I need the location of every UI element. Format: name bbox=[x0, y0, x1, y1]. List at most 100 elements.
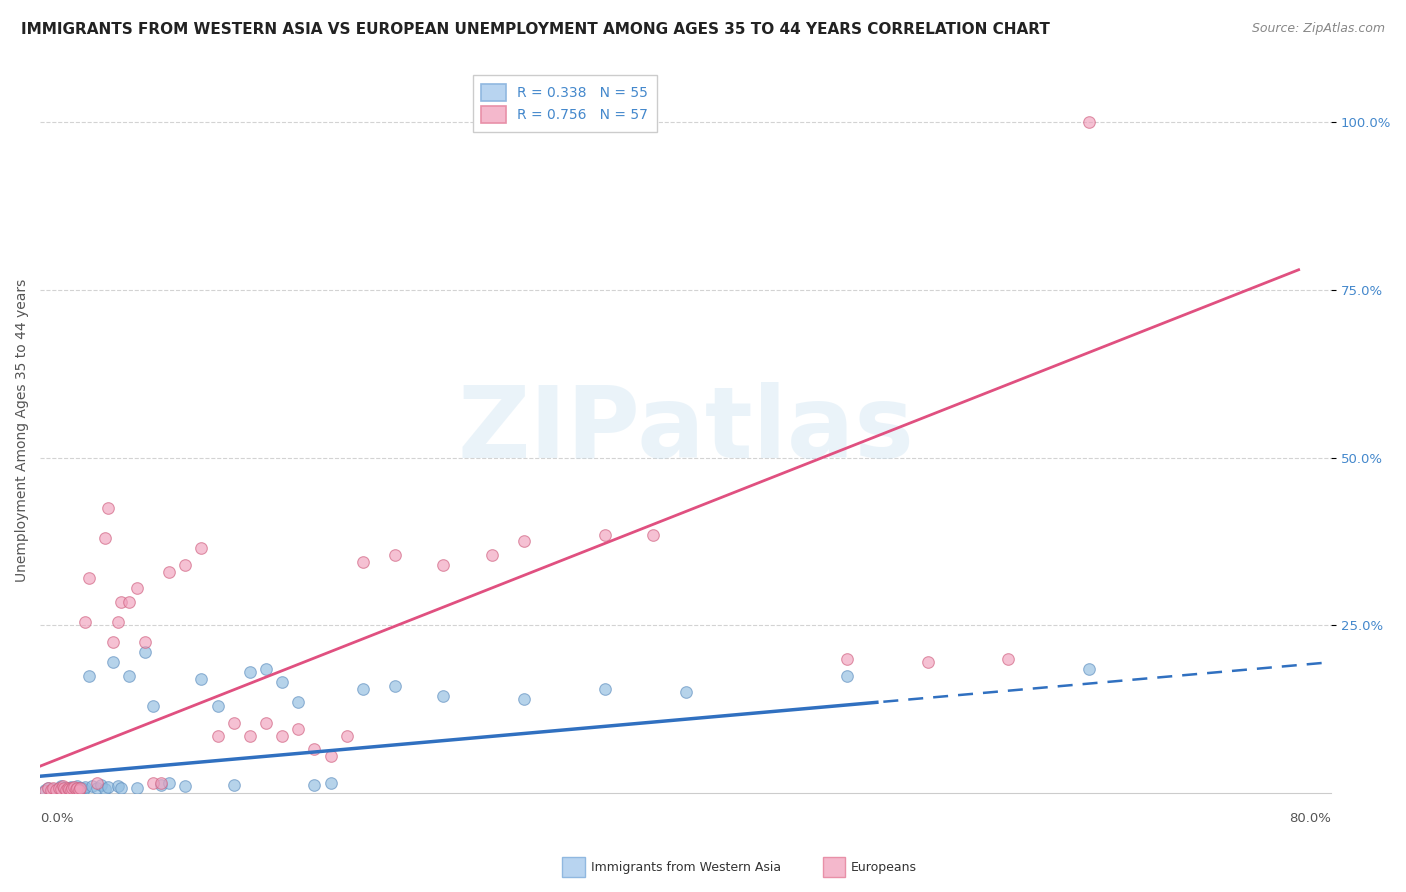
Point bbox=[675, 685, 697, 699]
Point bbox=[150, 778, 173, 792]
Point bbox=[55, 782, 77, 797]
Point bbox=[134, 645, 156, 659]
Point bbox=[271, 675, 294, 690]
Point bbox=[352, 555, 374, 569]
Point bbox=[69, 783, 91, 797]
Point bbox=[997, 652, 1019, 666]
Text: Source: ZipAtlas.com: Source: ZipAtlas.com bbox=[1251, 22, 1385, 36]
Point bbox=[37, 780, 59, 795]
Point bbox=[45, 782, 67, 797]
Point bbox=[65, 782, 87, 797]
Point bbox=[73, 782, 96, 797]
Point bbox=[643, 527, 665, 541]
Point bbox=[384, 679, 406, 693]
Point bbox=[319, 776, 342, 790]
Point bbox=[190, 672, 212, 686]
Point bbox=[190, 541, 212, 556]
Y-axis label: Unemployment Among Ages 35 to 44 years: Unemployment Among Ages 35 to 44 years bbox=[15, 279, 30, 582]
Point bbox=[65, 782, 87, 797]
Point bbox=[77, 668, 100, 682]
Point bbox=[336, 729, 359, 743]
Point bbox=[513, 534, 536, 549]
Point bbox=[59, 783, 82, 797]
Point bbox=[90, 778, 112, 792]
Text: 0.0%: 0.0% bbox=[41, 812, 73, 825]
Point bbox=[60, 781, 83, 796]
Point bbox=[70, 780, 93, 795]
Point bbox=[134, 635, 156, 649]
Text: Immigrants from Western Asia: Immigrants from Western Asia bbox=[591, 861, 780, 873]
Point bbox=[593, 681, 616, 696]
Point bbox=[52, 782, 75, 797]
Point bbox=[75, 615, 97, 629]
Point bbox=[63, 780, 86, 794]
Point bbox=[67, 781, 90, 796]
Point bbox=[207, 729, 229, 743]
Point bbox=[101, 655, 124, 669]
Point bbox=[77, 571, 100, 585]
Point bbox=[157, 776, 180, 790]
Point bbox=[53, 780, 76, 795]
Point bbox=[157, 565, 180, 579]
Point bbox=[67, 782, 90, 797]
Point bbox=[107, 615, 129, 629]
Point bbox=[481, 548, 503, 562]
Point bbox=[174, 780, 197, 794]
Point bbox=[37, 781, 59, 796]
Point bbox=[107, 780, 129, 794]
Point bbox=[239, 665, 262, 680]
Point bbox=[56, 783, 79, 797]
Point bbox=[174, 558, 197, 572]
Point bbox=[49, 780, 72, 794]
Point bbox=[835, 652, 858, 666]
Point bbox=[66, 780, 89, 795]
Point bbox=[319, 749, 342, 764]
Point bbox=[58, 782, 80, 797]
Point bbox=[432, 558, 454, 572]
Point bbox=[432, 689, 454, 703]
Point bbox=[110, 595, 132, 609]
Point bbox=[86, 780, 108, 795]
Point bbox=[59, 780, 82, 794]
Point bbox=[287, 723, 309, 737]
Text: Europeans: Europeans bbox=[851, 861, 917, 873]
Point bbox=[304, 778, 326, 792]
Point bbox=[93, 531, 115, 545]
Point bbox=[56, 780, 79, 795]
Point bbox=[125, 582, 148, 596]
Point bbox=[271, 729, 294, 743]
Point bbox=[142, 698, 165, 713]
Point bbox=[42, 780, 65, 795]
Point bbox=[41, 784, 63, 798]
Point bbox=[222, 778, 245, 792]
Point bbox=[60, 782, 83, 797]
Point bbox=[304, 742, 326, 756]
Point bbox=[222, 715, 245, 730]
Point bbox=[352, 681, 374, 696]
Point bbox=[63, 780, 86, 795]
Point bbox=[287, 695, 309, 709]
Point bbox=[41, 782, 63, 797]
Point bbox=[593, 527, 616, 541]
Point bbox=[52, 780, 75, 794]
Point bbox=[101, 635, 124, 649]
Point bbox=[53, 781, 76, 796]
Point bbox=[49, 782, 72, 797]
Point bbox=[66, 780, 89, 794]
Point bbox=[118, 668, 141, 682]
Point bbox=[513, 692, 536, 706]
Point bbox=[142, 776, 165, 790]
Point bbox=[55, 782, 77, 797]
Point bbox=[917, 655, 939, 669]
Point bbox=[254, 715, 277, 730]
Point bbox=[97, 780, 120, 794]
Point bbox=[118, 595, 141, 609]
Point bbox=[34, 782, 56, 797]
Point bbox=[48, 781, 70, 796]
Text: IMMIGRANTS FROM WESTERN ASIA VS EUROPEAN UNEMPLOYMENT AMONG AGES 35 TO 44 YEARS : IMMIGRANTS FROM WESTERN ASIA VS EUROPEAN… bbox=[21, 22, 1050, 37]
Point bbox=[835, 668, 858, 682]
Point bbox=[42, 782, 65, 797]
Point bbox=[75, 780, 97, 794]
Legend: R = 0.338   N = 55, R = 0.756   N = 57: R = 0.338 N = 55, R = 0.756 N = 57 bbox=[472, 76, 657, 132]
Point bbox=[58, 781, 80, 796]
